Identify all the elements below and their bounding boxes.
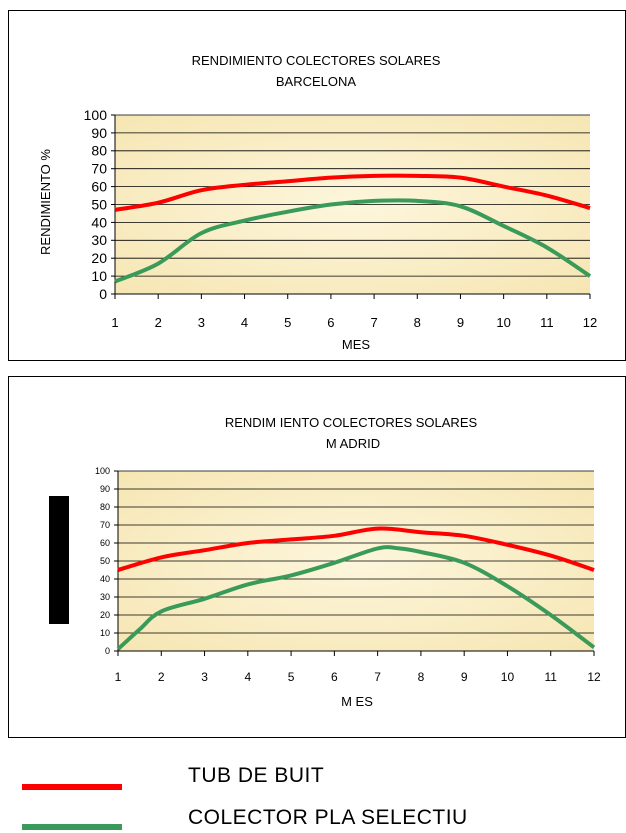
x-tick-label: 2 [155, 315, 162, 330]
y-tick-label: 40 [91, 214, 107, 230]
x-tick-label: 7 [374, 670, 381, 684]
y-tick-label: 40 [100, 574, 110, 584]
x-tick-label: 3 [198, 315, 205, 330]
x-tick-label: 6 [331, 670, 338, 684]
y-tick-label: 50 [100, 556, 110, 566]
y-tick-label: 90 [91, 125, 107, 141]
y-tick-label: 100 [84, 107, 108, 123]
x-axis-label: MES [342, 337, 371, 352]
series-line-colector-pla-selectiu [114, 198, 592, 284]
legend-line-tub-de-buit [22, 784, 122, 790]
series-line-tub-de-buit [114, 173, 591, 212]
y-tick-label: 60 [91, 179, 107, 195]
legend-label-tub-de-buit: TUB DE BUIT [188, 764, 325, 787]
x-tick-label: 4 [244, 670, 251, 684]
black-bar [49, 496, 69, 624]
x-tick-label: 10 [501, 670, 515, 684]
x-tick-label: 9 [461, 670, 468, 684]
x-tick-label: 9 [457, 315, 464, 330]
x-tick-label: 8 [414, 315, 421, 330]
x-tick-label: 1 [111, 315, 118, 330]
x-tick-label: 5 [288, 670, 295, 684]
y-tick-label: 80 [91, 143, 107, 159]
y-tick-label: 90 [100, 484, 110, 494]
series-line-colector-pla-selectiu [116, 545, 596, 651]
y-tick-label: 10 [91, 268, 107, 284]
x-tick-label: 6 [327, 315, 334, 330]
x-tick-label: 10 [496, 315, 510, 330]
x-tick-label: 4 [241, 315, 248, 330]
y-tick-label: 50 [91, 196, 107, 212]
x-tick-label: 3 [201, 670, 208, 684]
y-tick-label: 0 [99, 286, 107, 302]
y-tick-label: 70 [91, 161, 107, 177]
y-tick-label: 100 [95, 466, 110, 476]
legend-line-colector-pla-selectiu [22, 824, 122, 830]
x-tick-label: 5 [284, 315, 291, 330]
x-tick-label: 2 [158, 670, 165, 684]
x-tick-label: 12 [587, 670, 601, 684]
chart-title: RENDIM IENTO COLECTORES SOLARES [225, 415, 478, 430]
y-axis-label: RENDIMIENTO % [38, 149, 53, 255]
legend-label-colector-pla-selectiu: COLECTOR PLA SELECTIU [188, 806, 468, 829]
x-tick-label: 8 [418, 670, 425, 684]
x-axis-label: M ES [341, 694, 373, 709]
y-tick-label: 70 [100, 520, 110, 530]
y-tick-label: 80 [100, 502, 110, 512]
series-line-tub-de-buit [117, 526, 595, 572]
barcelona-chart: RENDIMIENTO COLECTORES SOLARES BARCELONA… [8, 10, 626, 361]
chart-subtitle: M ADRID [326, 436, 380, 451]
chart-subtitle: BARCELONA [276, 74, 357, 89]
x-tick-label: 1 [115, 670, 122, 684]
x-tick-label: 11 [540, 315, 554, 330]
y-tick-label: 60 [100, 538, 110, 548]
x-tick-label: 11 [544, 670, 557, 684]
y-tick-label: 30 [91, 232, 107, 248]
x-tick-label: 7 [370, 315, 377, 330]
x-tick-label: 12 [583, 315, 597, 330]
madrid-chart: RENDIM IENTO COLECTORES SOLARES M ADRID … [8, 376, 626, 738]
chart-title: RENDIMIENTO COLECTORES SOLARES [192, 53, 441, 68]
y-tick-label: 20 [100, 610, 110, 620]
y-tick-label: 20 [91, 250, 107, 266]
y-tick-label: 30 [100, 592, 110, 602]
y-tick-label: 10 [100, 628, 110, 638]
y-tick-label: 0 [105, 646, 110, 656]
